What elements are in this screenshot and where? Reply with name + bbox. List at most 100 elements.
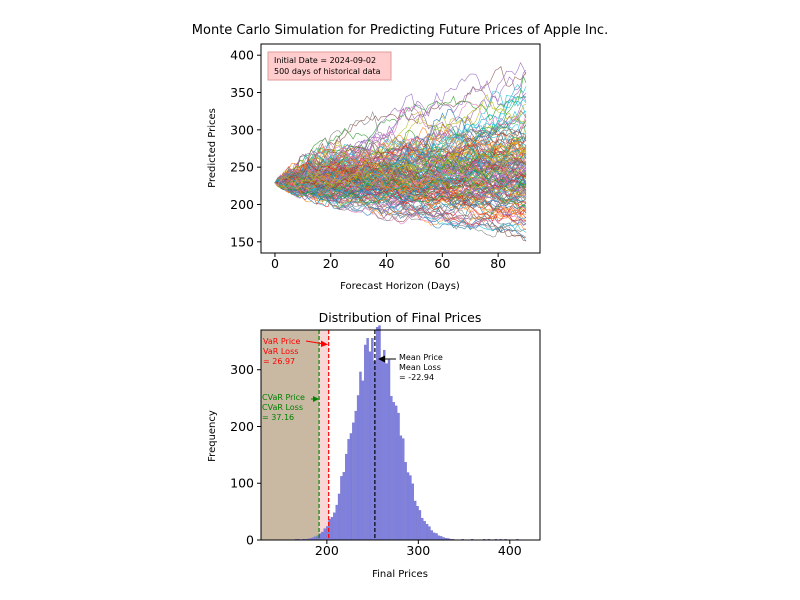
price-path xyxy=(274,160,527,204)
cvar-arrow-head xyxy=(313,396,319,402)
histogram-bar xyxy=(428,526,431,541)
y-tick-label: 150 xyxy=(230,234,254,249)
mean-label-1: Mean Price xyxy=(399,353,443,362)
price-path xyxy=(274,157,527,207)
histogram-bar xyxy=(397,412,400,541)
histogram-bar xyxy=(352,422,355,541)
histogram-bar xyxy=(340,476,343,541)
histogram-bar xyxy=(433,532,436,541)
price-path xyxy=(274,94,527,192)
price-path xyxy=(274,93,527,188)
top-xlabel: Forecast Horizon (Days) xyxy=(340,281,460,292)
histogram-bar xyxy=(314,536,317,541)
price-path xyxy=(274,169,527,200)
histogram-bar xyxy=(425,523,429,541)
x-tick-label: 0 xyxy=(271,256,279,271)
histogram-bar xyxy=(378,325,381,541)
x-tick-label: 40 xyxy=(379,256,395,271)
var-band-region xyxy=(319,330,329,540)
annotation-line-1: Initial Date = 2024-09-02 xyxy=(274,56,376,65)
histogram-bar xyxy=(392,402,395,541)
histogram-bar xyxy=(354,410,357,541)
mean-arrow-head xyxy=(378,355,385,363)
y-tick-label: 200 xyxy=(230,197,254,212)
price-path xyxy=(274,124,527,189)
histogram-bar xyxy=(347,439,350,541)
price-path xyxy=(274,181,527,214)
histogram-bar xyxy=(402,438,405,541)
price-path xyxy=(274,166,527,200)
histogram-bar xyxy=(423,521,426,541)
histogram-bar xyxy=(375,327,379,541)
histogram-bar xyxy=(323,528,326,541)
var-label-2: VaR Loss xyxy=(263,347,298,356)
var-annotation: VaR Price VaR Loss = 26.97 xyxy=(263,337,328,366)
price-path xyxy=(274,101,527,187)
top-ylabel: Predicted Prices xyxy=(207,108,218,188)
histogram-bar xyxy=(333,512,336,541)
histogram-bar xyxy=(368,351,372,541)
price-path xyxy=(274,157,527,222)
x-tick-label: 20 xyxy=(323,256,339,271)
bottom-y-ticks: 0 100 200 300 xyxy=(230,362,261,548)
var-arrow-head xyxy=(321,340,328,347)
price-path xyxy=(274,135,527,190)
histogram-bar xyxy=(380,358,384,541)
y-tick-label: 100 xyxy=(230,476,254,491)
y-tick-label: 200 xyxy=(230,419,254,434)
cvar-label-3: = 37.16 xyxy=(262,413,294,422)
histogram-bar xyxy=(349,433,353,541)
price-path xyxy=(274,139,527,189)
mean-annotation: Mean Price Mean Loss = -22.94 xyxy=(378,353,443,382)
histogram-bar xyxy=(418,510,422,541)
histogram-bar xyxy=(430,530,434,541)
x-tick-label: 300 xyxy=(406,543,430,558)
price-path xyxy=(274,168,527,204)
histogram-bar xyxy=(383,349,386,541)
cvar-label-2: CVaR Loss xyxy=(262,403,303,412)
histogram-bar xyxy=(437,535,441,541)
top-paths-layer xyxy=(274,61,527,242)
histogram-bar xyxy=(416,506,419,541)
histogram-bar xyxy=(387,359,391,541)
price-path xyxy=(274,158,527,220)
x-tick-label: 80 xyxy=(490,256,506,271)
bottom-ylabel: Frequency xyxy=(207,410,218,462)
histogram-bar xyxy=(413,500,417,541)
histogram-bar xyxy=(385,363,388,541)
annotation-box: Initial Date = 2024-09-02 500 days of hi… xyxy=(267,51,392,81)
y-tick-label: 300 xyxy=(230,362,254,377)
x-tick-label: 400 xyxy=(498,543,522,558)
price-path xyxy=(274,152,527,192)
cvar-tail-region xyxy=(261,330,320,540)
histogram-bar xyxy=(364,344,367,541)
histogram-bar xyxy=(399,435,403,541)
histogram-bar xyxy=(404,462,407,541)
top-x-ticks: 0 20 40 60 80 xyxy=(271,253,506,271)
histogram-bar xyxy=(330,516,334,541)
price-path xyxy=(274,150,527,188)
histogram-bar xyxy=(421,517,424,541)
histogram-bar xyxy=(325,526,329,541)
histogram-bar xyxy=(409,475,412,541)
var-label-3: = 26.97 xyxy=(263,357,295,366)
histogram-bar xyxy=(321,531,324,541)
price-path xyxy=(274,109,527,200)
histogram-bar xyxy=(366,338,369,541)
histogram-bar xyxy=(394,405,398,541)
var-label-1: VaR Price xyxy=(263,337,300,346)
price-path xyxy=(274,146,527,190)
histogram-bar xyxy=(342,472,346,541)
price-path xyxy=(274,166,527,210)
histogram-bar xyxy=(435,533,438,541)
histogram-bar xyxy=(345,453,348,541)
mean-label-3: = -22.94 xyxy=(399,373,434,382)
price-path xyxy=(274,173,527,220)
histogram-bar xyxy=(371,338,374,541)
bottom-xlabel: Final Prices xyxy=(372,569,428,580)
histogram-bar xyxy=(356,395,360,541)
x-tick-label: 60 xyxy=(434,256,450,271)
y-tick-label: 0 xyxy=(246,533,254,548)
mean-label-2: Mean Loss xyxy=(399,363,441,372)
